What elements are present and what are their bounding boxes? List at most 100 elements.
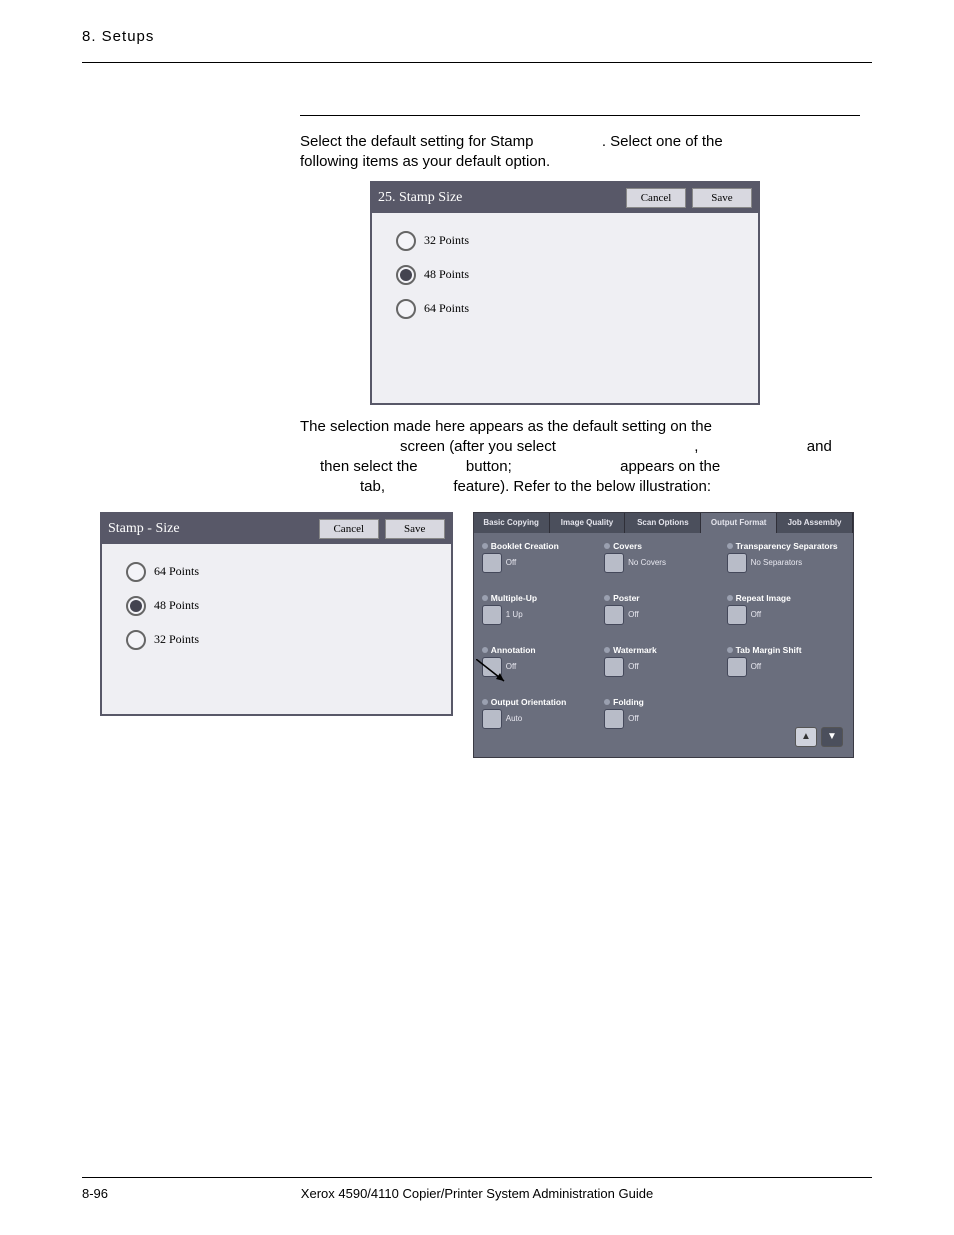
dialog-body: 64 Points 48 Points 32 Points [102,544,451,714]
of-annotation[interactable]: Annotation Off [482,645,600,695]
radio-row[interactable]: 48 Points [126,596,433,616]
scroll-up-button[interactable]: ▲ [795,727,817,747]
of-repeat-image[interactable]: Repeat Image Off [727,593,845,643]
scroll-down-button[interactable]: ▼ [821,727,843,747]
tab-job-assembly[interactable]: Job Assembly [777,513,853,533]
of-thumb-icon [727,605,747,625]
tab-scan-options[interactable]: Scan Options [625,513,701,533]
radio-icon [396,299,416,319]
radio-row[interactable]: 48 Points [396,265,740,285]
dialog-titlebar: 25. Stamp Size Cancel Save [372,183,758,213]
mid-l2a: screen (after you select [400,438,560,455]
section-title: 8. Setups [82,28,154,45]
mid-paragraph: The selection made here appears as the d… [300,417,890,498]
of-output-orientation[interactable]: Output Orientation Auto [482,697,600,747]
radio-icon [396,265,416,285]
mid-l3b: button; [466,458,512,475]
of-transparency-separators[interactable]: Transparency Separators No Separators [727,541,845,591]
save-button[interactable]: Save [385,519,445,539]
radio-row[interactable]: 64 Points [126,562,433,582]
tab-output-format[interactable]: Output Format [701,513,777,533]
radio-icon [126,630,146,650]
chevron-up-icon: ▲ [801,731,811,742]
of-thumb-icon [604,605,624,625]
page-number: 8-96 [82,1186,108,1201]
intro-paragraph: Select the default setting for Stamp . S… [300,132,860,173]
bullet-icon [727,543,733,549]
stamp-size-dialog-wrap: 25. Stamp Size Cancel Save 32 Points 48 … [370,181,854,405]
radio-label: 48 Points [424,267,469,282]
of-thumb-icon [604,709,624,729]
header-rule [82,62,872,63]
tab-basic-copying[interactable]: Basic Copying [474,513,550,533]
intro-line1b: . Select one of the [602,133,723,150]
intro-line2: following items as your default option. [300,153,550,170]
bullet-icon [482,543,488,549]
radio-icon [396,231,416,251]
radio-row[interactable]: 32 Points [396,231,740,251]
footer-title: Xerox 4590/4110 Copier/Printer System Ad… [301,1186,653,1201]
stamp-size-dialog: 25. Stamp Size Cancel Save 32 Points 48 … [370,181,760,405]
content-area: Select the default setting for Stamp . S… [0,115,954,758]
of-booklet-creation[interactable]: Booklet Creation Off [482,541,600,591]
stamp-size-dialog2: Stamp - Size Cancel Save 64 Points 48 Po… [100,512,453,716]
radio-label: 64 Points [154,564,199,579]
of-thumb-icon [482,657,502,677]
of-thumb-icon [482,553,502,573]
mid-l3c: appears on the [620,458,720,475]
bullet-icon [727,647,733,653]
of-thumb-icon [604,657,624,677]
of-watermark[interactable]: Watermark Off [604,645,722,695]
intro-line1a: Select the default setting for Stamp [300,133,538,150]
dialog-body: 32 Points 48 Points 64 Points [372,213,758,403]
output-format-grid: Booklet Creation Off Covers No Covers Tr… [474,533,853,757]
mid-l1: The selection made here appears as the d… [300,418,712,435]
top-rule [300,115,860,116]
radio-label: 64 Points [424,301,469,316]
bullet-icon [482,595,488,601]
of-thumb-icon [604,553,624,573]
radio-label: 48 Points [154,598,199,613]
of-thumb-icon [727,553,747,573]
bullet-icon [604,647,610,653]
dialog-title: 25. Stamp Size [378,190,620,206]
mid-l4b: feature). Refer to the below illustratio… [453,478,711,495]
of-multiple-up[interactable]: Multiple-Up 1 Up [482,593,600,643]
mid-l2b: , [694,438,698,455]
radio-icon [126,596,146,616]
output-format-panel: Basic Copying Image Quality Scan Options… [473,512,854,758]
dialog-titlebar: Stamp - Size Cancel Save [102,514,451,544]
output-format-tabs: Basic Copying Image Quality Scan Options… [474,513,853,533]
of-thumb-icon [482,605,502,625]
of-tab-margin-shift[interactable]: Tab Margin Shift Off [727,645,845,695]
bullet-icon [482,699,488,705]
of-thumb-icon [727,657,747,677]
mid-l3a: then select the [320,458,422,475]
cancel-button[interactable]: Cancel [319,519,379,539]
of-scroll-arrows: ▲ ▼ [727,697,845,747]
bullet-icon [604,595,610,601]
save-button[interactable]: Save [692,188,752,208]
mid-l2c: and [807,438,832,455]
page-footer: 8-96 Xerox 4590/4110 Copier/Printer Syst… [82,1177,872,1201]
of-poster[interactable]: Poster Off [604,593,722,643]
radio-label: 32 Points [154,632,199,647]
radio-label: 32 Points [424,233,469,248]
page-header: 8. Setups [0,0,250,54]
of-folding[interactable]: Folding Off [604,697,722,747]
radio-icon [126,562,146,582]
lower-illustration-row: Stamp - Size Cancel Save 64 Points 48 Po… [100,512,854,758]
bullet-icon [482,647,488,653]
cancel-button[interactable]: Cancel [626,188,686,208]
bullet-icon [604,699,610,705]
tab-image-quality[interactable]: Image Quality [550,513,626,533]
mid-l4a: tab, [360,478,385,495]
radio-row[interactable]: 32 Points [126,630,433,650]
radio-row[interactable]: 64 Points [396,299,740,319]
of-covers[interactable]: Covers No Covers [604,541,722,591]
dialog-title: Stamp - Size [108,521,313,537]
bullet-icon [727,595,733,601]
of-thumb-icon [482,709,502,729]
bullet-icon [604,543,610,549]
chevron-down-icon: ▼ [827,731,837,742]
